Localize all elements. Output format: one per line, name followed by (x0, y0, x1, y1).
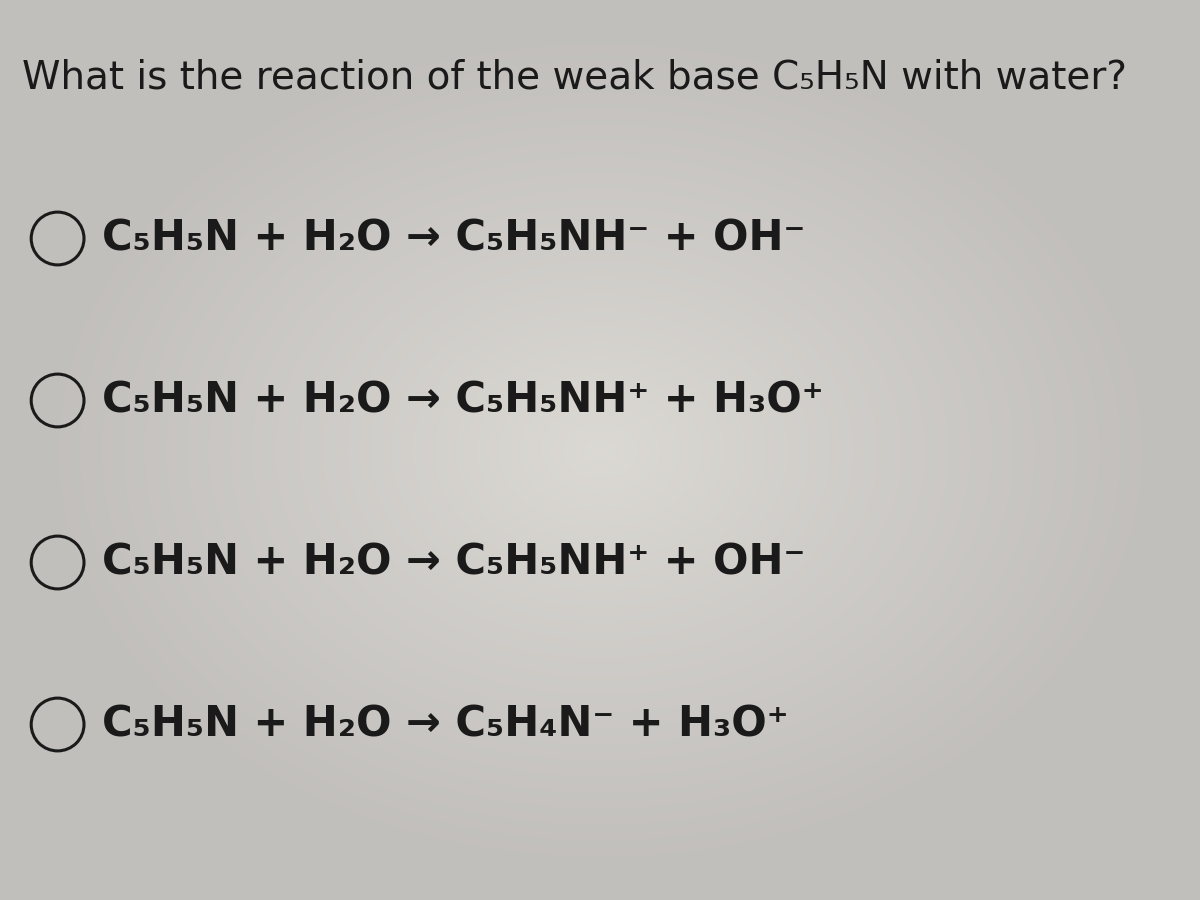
Text: C₅H₅N + H₂O → C₅H₅NH⁺ + H₃O⁺: C₅H₅N + H₂O → C₅H₅NH⁺ + H₃O⁺ (102, 380, 823, 421)
Text: C₅H₅N + H₂O → C₅H₅NH⁻ + OH⁻: C₅H₅N + H₂O → C₅H₅NH⁻ + OH⁻ (102, 218, 805, 259)
Text: C₅H₅N + H₂O → C₅H₅NH⁺ + OH⁻: C₅H₅N + H₂O → C₅H₅NH⁺ + OH⁻ (102, 542, 805, 583)
Text: What is the reaction of the weak base C₅H₅N with water?: What is the reaction of the weak base C₅… (22, 58, 1127, 96)
Text: C₅H₅N + H₂O → C₅H₄N⁻ + H₃O⁺: C₅H₅N + H₂O → C₅H₄N⁻ + H₃O⁺ (102, 704, 788, 745)
